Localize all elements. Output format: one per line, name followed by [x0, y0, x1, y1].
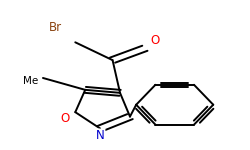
Text: O: O [61, 112, 70, 125]
Text: N: N [96, 129, 104, 142]
Text: O: O [150, 34, 160, 47]
Text: Me: Me [23, 76, 38, 86]
Text: Br: Br [49, 21, 62, 34]
